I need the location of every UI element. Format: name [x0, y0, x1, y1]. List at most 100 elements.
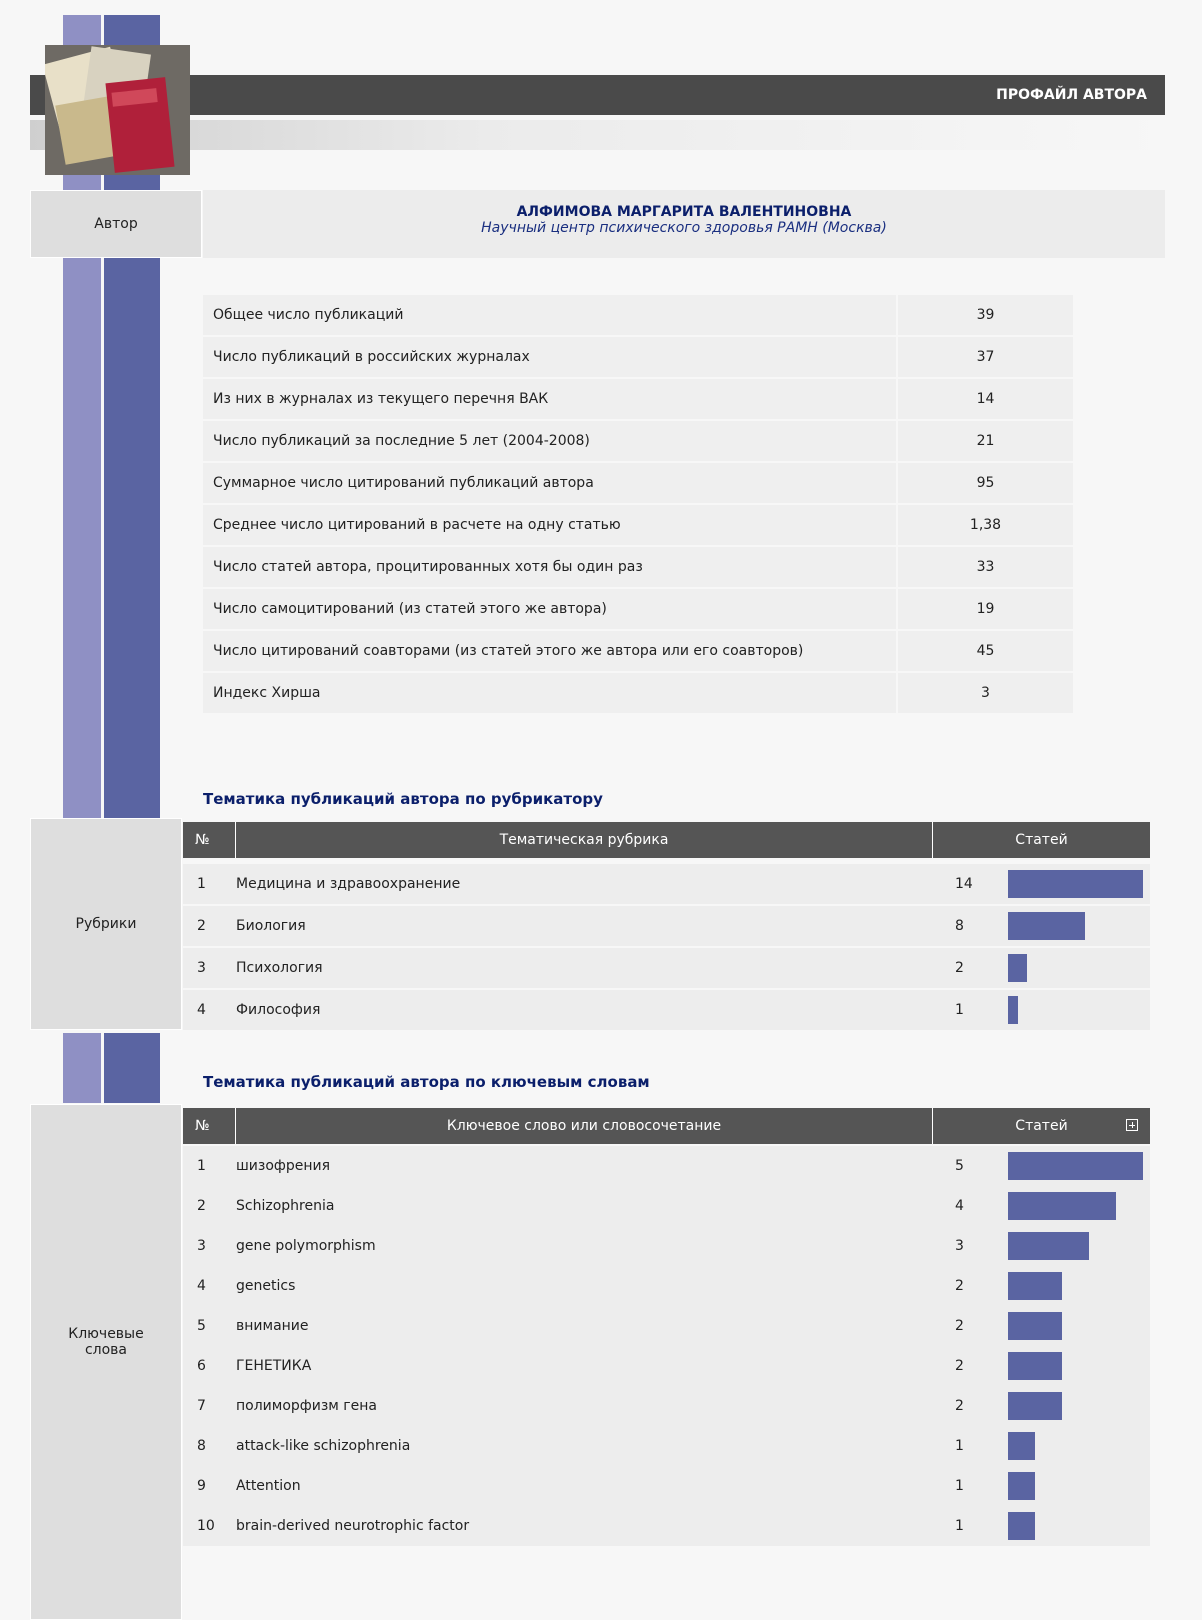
table-row: 3 Психология 2: [183, 948, 1150, 988]
row-count: 4: [955, 1198, 964, 1214]
stats-row: Из них в журналах из текущего перечня ВА…: [203, 379, 1075, 419]
stat-value: 45: [898, 631, 1075, 671]
table-row: 2 Schizophrenia 4: [183, 1186, 1150, 1226]
row-number: 2: [197, 918, 206, 934]
section-heading: Тематика публикаций автора по ключевым с…: [203, 1073, 650, 1091]
row-count: 2: [955, 1318, 964, 1334]
row-count: 2: [955, 960, 964, 976]
stats-row: Индекс Хирша 3: [203, 673, 1075, 713]
row-count: 5: [955, 1158, 964, 1174]
row-number: 1: [197, 876, 206, 892]
stripe: [63, 258, 101, 818]
stats-row: Число публикаций за последние 5 лет (200…: [203, 421, 1075, 461]
row-count: 2: [955, 1278, 964, 1294]
row-number: 4: [197, 1278, 206, 1294]
row-count: 2: [955, 1358, 964, 1374]
table-row: 3 gene polymorphism 3: [183, 1226, 1150, 1266]
count-bar: [1008, 1312, 1062, 1340]
row-name: gene polymorphism: [236, 1238, 376, 1254]
row-name: brain-derived neurotrophic factor: [236, 1518, 470, 1534]
row-number: 6: [197, 1358, 206, 1374]
count-bar: [1008, 954, 1028, 982]
stat-label: Число статей автора, процитированных хот…: [203, 547, 898, 587]
label: Ключевые слова: [68, 1326, 144, 1358]
label-cell: Рубрики: [30, 818, 182, 1030]
row-name: Биология: [236, 918, 306, 934]
stats-row: Суммарное число цитирований публикаций а…: [203, 463, 1075, 503]
stat-label: Число самоцитирований (из статей этого ж…: [203, 589, 898, 629]
author-cell: АЛФИМОВА МАРГАРИТА ВАЛЕНТИНОВНА Научный …: [203, 190, 1165, 258]
column-header: №: [183, 1108, 236, 1144]
column-header: Ключевое слово или словосочетание: [236, 1108, 933, 1144]
table-row: 9 Attention 1: [183, 1466, 1150, 1506]
row-number: 10: [197, 1518, 215, 1534]
stats-row: Общее число публикаций 39: [203, 295, 1075, 335]
count-bar: [1008, 870, 1143, 898]
row-name: Психология: [236, 960, 323, 976]
label-cell: Автор: [30, 190, 202, 258]
stat-value: 37: [898, 337, 1075, 377]
count-bar: [1008, 912, 1086, 940]
row-count: 1: [955, 1438, 964, 1454]
table-header: № Тематическая рубрика Статей: [183, 822, 1150, 858]
column-header: №: [183, 822, 236, 858]
row-number: 1: [197, 1158, 206, 1174]
count-bar: [1008, 1432, 1035, 1460]
row-count: 3: [955, 1238, 964, 1254]
keyword-table: № Ключевое слово или словосочетание Статей…: [183, 1108, 1150, 1620]
row-count: 8: [955, 918, 964, 934]
row-number: 7: [197, 1398, 206, 1414]
row-count: 1: [955, 1002, 964, 1018]
stats-row: Число публикаций в российских журналах 37: [203, 337, 1075, 377]
column-header: Тематическая рубрика: [236, 822, 933, 858]
column-header: Статей: [1015, 832, 1068, 848]
count-bar: [1008, 1352, 1062, 1380]
stats-table: Общее число публикаций 39 Число публикаций…: [203, 293, 1075, 715]
row-name: genetics: [236, 1278, 296, 1294]
table-header: № Ключевое слово или словосочетание Статей: [183, 1108, 1150, 1144]
affiliation: Научный центр психического здоровья РАМН…: [481, 220, 887, 236]
row-count: 1: [955, 1518, 964, 1534]
stats-row: Число цитирований соавторами (из статей …: [203, 631, 1075, 671]
header-gradient: [30, 120, 1165, 150]
row-name: attack-like schizophrenia: [236, 1438, 411, 1454]
stats-row: Число статей автора, процитированных хот…: [203, 547, 1075, 587]
row-count: 2: [955, 1398, 964, 1414]
stripe: [63, 1033, 101, 1103]
stat-label: Индекс Хирша: [203, 673, 898, 713]
label: Рубрики: [75, 916, 137, 932]
table-row: 4 genetics 2: [183, 1266, 1150, 1306]
table-row: 1 шизофрения 5: [183, 1146, 1150, 1186]
count-bar: [1008, 1152, 1143, 1180]
stat-value: 3: [898, 673, 1075, 713]
stat-value: 33: [898, 547, 1075, 587]
row-name: Schizophrenia: [236, 1198, 335, 1214]
stat-value: 95: [898, 463, 1075, 503]
table-row: 2 Биология 8: [183, 906, 1150, 946]
row-name: Философия: [236, 1002, 321, 1018]
row-number: 9: [197, 1478, 206, 1494]
row-name: шизофрения: [236, 1158, 331, 1174]
stat-value: 39: [898, 295, 1075, 335]
column-header: Статей: [1015, 1118, 1068, 1134]
header-bar: ПРОФАЙЛ АВТОРА: [30, 75, 1165, 115]
row-number: 4: [197, 1002, 206, 1018]
count-bar: [1008, 1232, 1089, 1260]
row-name: ГЕНЕТИКА: [236, 1358, 312, 1374]
table-row: 6 ГЕНЕТИКА 2: [183, 1346, 1150, 1386]
stat-label: Среднее число цитирований в расчете на о…: [203, 505, 898, 545]
stripe: [104, 1033, 160, 1103]
stat-value: 21: [898, 421, 1075, 461]
row-name: внимание: [236, 1318, 309, 1334]
row-name: Attention: [236, 1478, 301, 1494]
stat-label: Число публикаций в российских журналах: [203, 337, 898, 377]
stat-label: Число публикаций за последние 5 лет (200…: [203, 421, 898, 461]
row-count: 1: [955, 1478, 964, 1494]
page-title: ПРОФАЙЛ АВТОРА: [996, 87, 1147, 103]
stat-value: 19: [898, 589, 1075, 629]
count-bar: [1008, 1512, 1035, 1540]
count-bar: [1008, 1192, 1116, 1220]
count-bar: [1008, 1392, 1062, 1420]
stat-label: Общее число публикаций: [203, 295, 898, 335]
row-number: 5: [197, 1318, 206, 1334]
